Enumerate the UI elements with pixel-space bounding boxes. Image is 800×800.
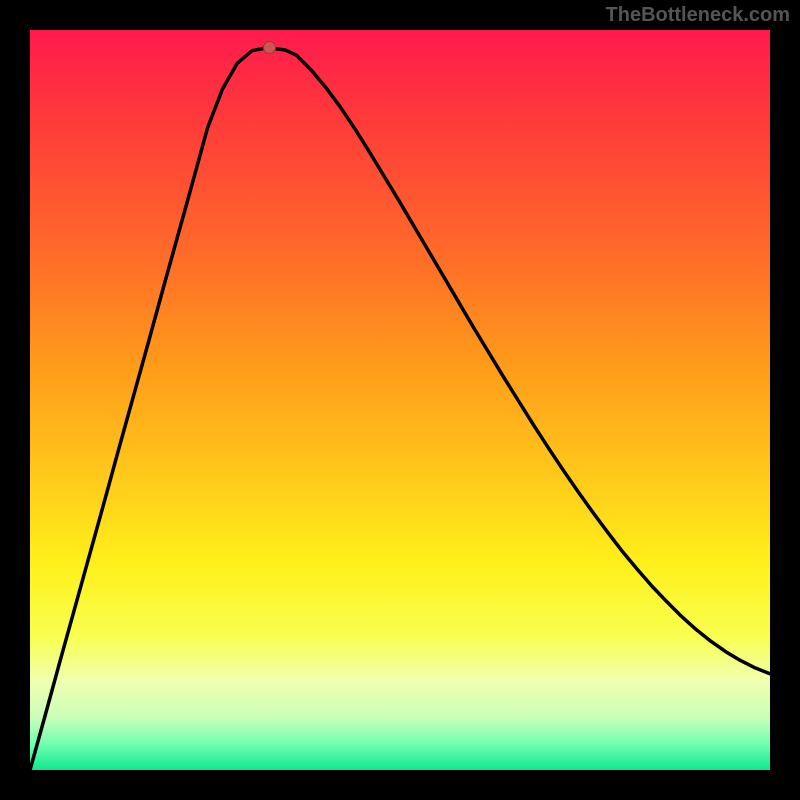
plot-area	[30, 30, 770, 770]
chart-container: TheBottleneck.com	[0, 0, 800, 800]
optimum-marker	[263, 41, 276, 54]
curve-layer	[30, 30, 770, 770]
bottleneck-curve	[30, 49, 770, 771]
watermark-text: TheBottleneck.com	[606, 4, 790, 27]
